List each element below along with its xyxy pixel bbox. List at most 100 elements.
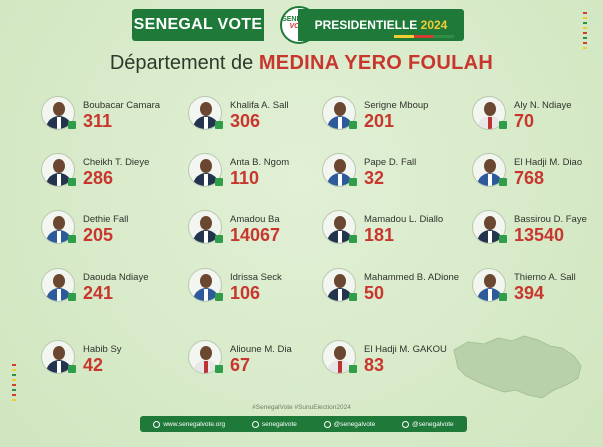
candidate-card: Cheikh T. Dieye 286 [41,151,181,199]
check-icon [215,121,223,129]
facebook-label: senegalvote [261,420,297,428]
candidate-photo [322,96,356,130]
candidate-votes: 42 [83,355,104,375]
candidate-votes: 311 [83,111,113,131]
check-icon [349,293,357,301]
candidate-votes: 768 [514,168,545,188]
check-icon [349,235,357,243]
candidate-name: Cheikh T. Dieye [83,157,150,168]
candidate-card: El Hadji M. GAKOU 83 [322,338,462,386]
candidate-name: Mahammed B. ADione [364,272,460,283]
candidate-card: Boubacar Camara 311 [41,94,181,142]
candidate-name: Dethie Fall [83,214,129,225]
candidate-name: Bassirou D. Faye [514,214,587,225]
candidate-photo [472,96,506,130]
candidate-votes: 286 [83,168,114,188]
candidate-card: Daouda Ndiaye 241 [41,266,181,314]
candidate-card: Mahammed B. ADione 50 [322,266,462,314]
check-icon [499,293,507,301]
check-icon [68,178,76,186]
candidate-card: Amadou Ba 14067 [188,208,328,256]
title-prefix: Département de [109,52,254,74]
facebook-icon [251,420,259,428]
candidate-card: Thierno A. Sall 394 [472,266,603,314]
candidate-card: Mamadou L. Diallo 181 [322,208,462,256]
footer-instagram[interactable]: @senegalvote [323,420,376,428]
candidate-votes: 394 [514,283,545,303]
candidate-card: Pape D. Fall 32 [322,151,462,199]
page-title: Département de MEDINA YERO FOULAH [0,52,603,75]
footer-twitter[interactable]: @senegalvote [401,420,454,428]
candidate-photo [472,210,506,244]
check-icon [68,235,76,243]
candidate-name: Thierno A. Sall [514,272,576,283]
candidate-name: Idrissa Seck [230,272,282,283]
footer-facebook[interactable]: senegalvote [251,420,297,428]
candidate-votes: 13540 [514,225,565,245]
candidate-photo [322,268,356,302]
footer-website[interactable]: www.senegalvote.org [153,420,226,428]
candidate-card: Khalifa A. Sall 306 [188,94,328,142]
candidate-name: Aly N. Ndiaye [514,100,572,111]
election-name: PRESIDENTIELLE [314,18,418,32]
check-icon [215,293,223,301]
twitter-icon [401,420,409,428]
candidate-name: Anta B. Ngom [230,157,290,168]
candidate-card: Anta B. Ngom 110 [188,151,328,199]
check-icon [349,178,357,186]
decorative-stripes-bottom-left [12,364,18,404]
candidate-name: Amadou Ba [230,214,280,225]
candidate-votes: 241 [83,283,114,303]
check-icon [215,235,223,243]
candidate-votes: 83 [364,355,385,375]
candidate-name: Daouda Ndiaye [83,272,149,283]
candidate-votes: 205 [83,225,114,245]
candidate-card: Bassirou D. Faye 13540 [472,208,603,256]
candidate-votes: 306 [230,111,261,131]
candidate-votes: 50 [364,283,385,303]
candidate-photo [41,268,75,302]
footer-bar: www.senegalvote.org senegalvote @senegal… [140,416,467,432]
candidate-name: Mamadou L. Diallo [364,214,444,225]
brand-label: SENEGAL VOTE [132,9,264,41]
twitter-label: @senegalvote [411,420,454,428]
candidate-votes: 32 [364,168,385,188]
candidate-card: Dethie Fall 205 [41,208,181,256]
candidate-name: Serigne Mboup [364,100,429,111]
title-place: MEDINA YERO FOULAH [258,52,494,74]
check-icon [499,178,507,186]
candidate-votes: 110 [230,168,260,188]
candidate-name: El Hadji M. GAKOU [364,344,447,355]
candidate-name: Boubacar Camara [83,100,161,111]
candidate-card: El Hadji M. Diao 768 [472,151,603,199]
department-map [453,335,582,399]
check-icon [499,235,507,243]
check-icon [68,365,76,373]
candidate-card: Alioune M. Dia 67 [188,338,328,386]
check-icon [68,121,76,129]
candidate-votes: 70 [514,111,535,131]
flag-stripes [394,35,454,38]
candidate-name: Alioune M. Dia [230,344,292,355]
check-icon [68,293,76,301]
candidate-photo [188,153,222,187]
candidate-votes: 106 [230,283,261,303]
candidate-photo [188,210,222,244]
check-icon [215,178,223,186]
candidate-photo [322,340,356,374]
globe-icon [153,420,161,428]
candidate-card: Serigne Mboup 201 [322,94,462,142]
candidate-card: Aly N. Ndiaye 70 [472,94,603,142]
website-label: www.senegalvote.org [163,420,226,428]
instagram-icon [323,420,331,428]
candidate-votes: 201 [364,111,395,131]
hashtags: #SenegalVote #SunuElection2024 [252,404,351,411]
instagram-label: @senegalvote [333,420,376,428]
check-icon [349,365,357,373]
candidate-votes: 67 [230,355,251,375]
candidate-name: El Hadji M. Diao [514,157,583,168]
candidate-photo [472,268,506,302]
candidate-card: Idrissa Seck 106 [188,266,328,314]
candidate-name: Habib Sy [83,344,122,355]
